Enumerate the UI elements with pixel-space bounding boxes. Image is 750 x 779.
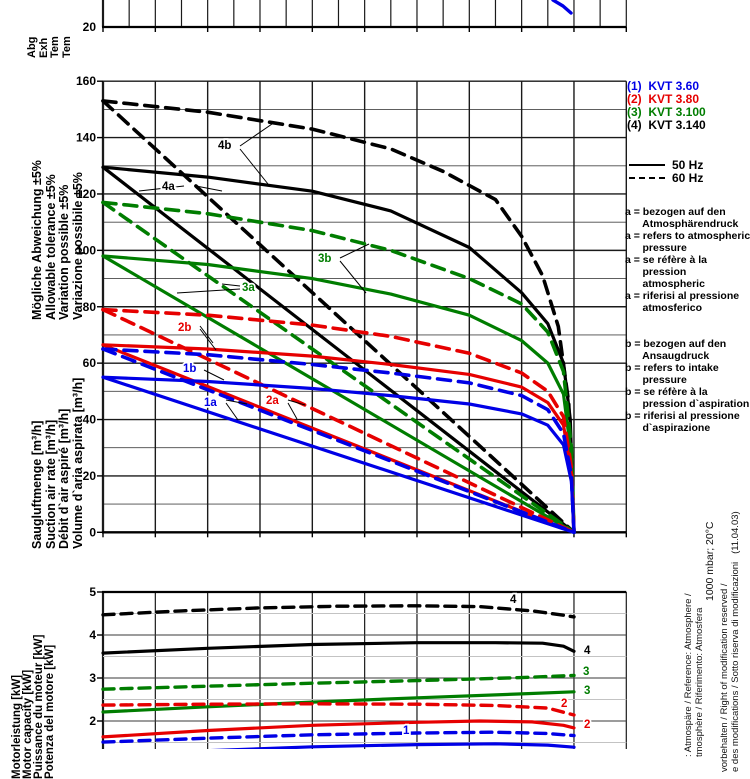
tolerance-ylabel: Mögliche Abweichung ±5% Allowable tolera… xyxy=(30,160,85,320)
freq-label-50: 50 Hz xyxy=(672,157,704,172)
power-curve-4-50hz xyxy=(101,641,576,655)
note-b-definitions: b = bezogen auf den Ansaugdruck b = refe… xyxy=(625,338,750,434)
curve-1b-60hz xyxy=(101,347,576,535)
top-chart-ylabel-fragments: Abg Exh Tem Tem xyxy=(26,36,73,58)
curve-2b-60hz xyxy=(101,307,576,535)
curve-label-4a: 4a xyxy=(162,181,175,193)
top-chart-ytick-label: 20 xyxy=(83,20,97,34)
legend-model-num: (2) xyxy=(627,92,642,106)
curve-label-1a: 1a xyxy=(204,397,217,409)
curve-label-callout xyxy=(239,148,269,185)
power-curve-label-1: 1 xyxy=(403,725,410,737)
legend-row-4: (4) KVT 3.140 xyxy=(627,119,706,132)
reference-atmosphere-text: : Atmospäre / Reference: Atmosphere / tm… xyxy=(683,593,705,757)
power-curve-label-2: 2 xyxy=(561,698,567,710)
suction-rate-ylabel: Saugluftmenge [m³/h] Suction air rate [m… xyxy=(30,377,85,549)
power-curve-3-50hz xyxy=(101,690,576,714)
power-curve-1-60hz xyxy=(101,730,576,744)
curve-label-3b: 3b xyxy=(318,253,331,265)
legend-model-num: (1) xyxy=(627,79,642,93)
middle-ytick-label: 160 xyxy=(76,74,96,88)
curve-label-2a: 2a xyxy=(266,395,279,407)
freq-label-60: 60 Hz xyxy=(672,170,704,185)
power-curve-2-60hz xyxy=(101,702,576,717)
curve-label-4b: 4b xyxy=(218,140,231,152)
curve-3b-60hz xyxy=(101,200,576,535)
curve-1a-60hz xyxy=(101,347,576,535)
middle-ytick-label: 140 xyxy=(76,131,96,145)
curve-label-callout xyxy=(339,243,370,259)
power-curve-1-50hz xyxy=(210,742,576,749)
curve-label-callout xyxy=(221,283,241,287)
legend-model-name: KVT 3.60 xyxy=(648,79,700,93)
freq-row-60hz: 60 Hz xyxy=(629,170,704,185)
power-curve-label-3: 3 xyxy=(584,685,590,697)
curve-3a-50hz xyxy=(101,254,576,534)
bottom-ytick-label: 3 xyxy=(89,671,96,685)
power-curve-2-50hz xyxy=(101,719,576,739)
curve-label-2b: 2b xyxy=(178,322,191,334)
legend-row-3: (3) KVT 3.100 xyxy=(627,106,706,119)
legend-model-num: (3) xyxy=(627,105,642,119)
power-curve-label-3: 3 xyxy=(583,666,589,678)
power-curve-label-4: 4 xyxy=(584,645,591,657)
middle-ytick-label: 20 xyxy=(83,469,97,483)
curve-4b-60hz xyxy=(101,99,576,535)
legend-row-1: (1) KVT 3.60 xyxy=(627,80,706,93)
legend-model-name: KVT 3.80 xyxy=(648,92,700,106)
modification-reserved-text: vorbehalten / Right of modification rese… xyxy=(719,511,741,772)
frequency-legend: 50 Hz 60 Hz xyxy=(629,157,704,185)
pump-datasheet-page: 20 0 20 40 60 80 100 120 140 160 4b 4a 3b 3a 2b 1b 1a 2a 5… xyxy=(11,0,750,779)
legend-model-name: KVT 3.140 xyxy=(648,118,706,132)
curve-label-1b: 1b xyxy=(183,363,196,375)
curve-label-callout xyxy=(199,325,214,344)
curve-1a-50hz xyxy=(101,375,576,534)
power-curve-label-4: 4 xyxy=(510,594,517,606)
middle-ytick-label: 60 xyxy=(83,356,97,370)
motor-power-ylabel: Motorleistung [kW] Motor capacity [kW] P… xyxy=(11,634,56,779)
curve-label-callout xyxy=(239,123,273,147)
curve-2a-60hz xyxy=(101,307,576,535)
curve-label-callout xyxy=(138,185,185,192)
curve-label-callout xyxy=(287,402,298,420)
charts-canvas: 20 0 20 40 60 80 100 120 140 160 4b 4a 3b 3a 2b 1b 1a 2a 5… xyxy=(76,0,627,749)
curve-label-callout xyxy=(176,288,241,294)
dashed-line-sample-icon xyxy=(629,176,665,179)
freq-row-50hz: 50 Hz xyxy=(629,157,704,172)
solid-line-sample-icon xyxy=(629,163,665,166)
curve-label-callout xyxy=(225,399,248,405)
curve-label-callout xyxy=(225,402,239,421)
middle-ytick-label: 100 xyxy=(76,243,96,257)
middle-ytick-label: 0 xyxy=(89,525,96,539)
curve-label-3a: 3a xyxy=(242,282,255,294)
top-chart-blue-curve-tail xyxy=(551,0,573,15)
curve-4a-60hz xyxy=(101,99,576,535)
bottom-ytick-label: 2 xyxy=(89,714,96,728)
curve-label-callout xyxy=(195,185,223,192)
reference-conditions-text: 1000 mbar; 20°C xyxy=(704,521,716,602)
curve-label-callout xyxy=(199,328,217,351)
note-a-definitions: a = bezogen auf den Atmosphärendruck a =… xyxy=(625,206,750,314)
legend-row-2: (2) KVT 3.80 xyxy=(627,93,706,106)
model-legend: (1) KVT 3.60 (2) KVT 3.80 (3) KVT 3.100 … xyxy=(627,80,706,132)
middle-ytick-label: 40 xyxy=(83,413,97,427)
legend-model-num: (4) xyxy=(627,118,642,132)
middle-ytick-label: 120 xyxy=(76,187,96,201)
middle-ytick-label: 80 xyxy=(83,300,97,314)
curve-4a-50hz xyxy=(101,165,576,534)
curve-label-callout xyxy=(287,399,306,406)
power-curve-3-60hz xyxy=(101,673,576,691)
power-curve-label-2: 2 xyxy=(584,719,590,731)
power-curve-4-60hz xyxy=(101,604,576,619)
curve-label-callout xyxy=(339,260,367,294)
bottom-ytick-label: 5 xyxy=(89,585,96,599)
bottom-ytick-label: 4 xyxy=(89,628,96,642)
curve-label-callout xyxy=(203,369,225,381)
legend-model-name: KVT 3.100 xyxy=(648,105,706,119)
